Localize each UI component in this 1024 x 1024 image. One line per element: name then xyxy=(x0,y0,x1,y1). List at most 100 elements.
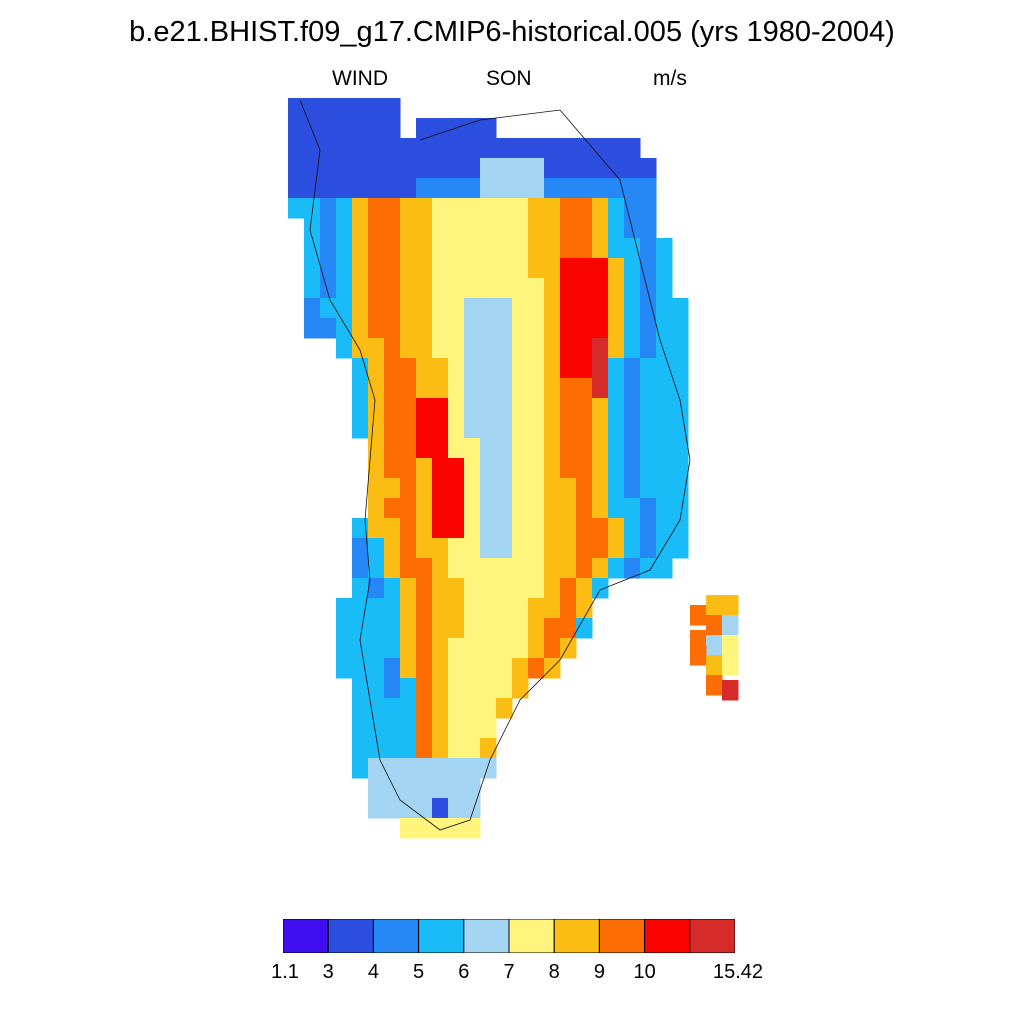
map-grid-cell xyxy=(432,598,449,619)
map-grid-cell xyxy=(432,718,449,739)
map-grid-cell xyxy=(416,758,433,779)
map-grid-cell xyxy=(496,178,513,199)
map-grid-cell xyxy=(592,398,609,419)
map-grid-cell xyxy=(528,178,545,199)
map-grid-cell xyxy=(512,558,529,579)
map-grid-cell xyxy=(528,618,545,639)
map-grid-cell xyxy=(512,518,529,539)
map-grid-cell xyxy=(288,138,305,159)
map-grid-cell xyxy=(368,238,385,259)
map-grid-cell xyxy=(352,598,369,619)
map-grid-cell xyxy=(448,218,465,239)
map-grid-cell xyxy=(464,518,481,539)
map-grid-cell xyxy=(624,478,641,499)
map-grid-cell xyxy=(448,138,465,159)
map-grid-cell xyxy=(304,98,321,119)
map-grid-cell xyxy=(722,595,739,616)
map-grid-cell xyxy=(400,698,417,719)
map-grid-cell xyxy=(416,278,433,299)
map-grid-cell xyxy=(656,358,673,379)
map-grid-cell xyxy=(400,578,417,599)
map-grid-cell xyxy=(384,518,401,539)
map-grid-cell xyxy=(368,658,385,679)
map-grid-cell xyxy=(384,718,401,739)
map-grid-cell xyxy=(656,318,673,339)
map-grid-cell xyxy=(400,338,417,359)
map-grid-cell xyxy=(512,438,529,459)
colorbar-tick-label: 8 xyxy=(548,961,560,983)
map-grid-cell xyxy=(416,178,433,199)
map-grid-cell xyxy=(560,598,577,619)
map-grid-cell xyxy=(560,278,577,299)
map-grid-cell xyxy=(416,138,433,159)
map-grid-cell xyxy=(496,258,513,279)
map-grid-cell xyxy=(576,158,593,179)
map-grid-cell xyxy=(560,498,577,519)
map-grid-cell xyxy=(368,398,385,419)
map-grid-cell xyxy=(448,438,465,459)
map-grid-cell xyxy=(592,498,609,519)
map-grid-cell xyxy=(512,578,529,599)
map-grid-cell xyxy=(656,238,673,259)
map-grid-cell xyxy=(496,498,513,519)
colorbar-tick-label: 6 xyxy=(458,961,470,983)
map-grid-cell xyxy=(608,338,625,359)
map-grid-cell xyxy=(352,318,369,339)
map-grid-cell xyxy=(672,398,689,419)
map-grid-cell xyxy=(352,658,369,679)
map-grid-cell xyxy=(544,218,561,239)
map-grid-cell xyxy=(384,478,401,499)
map-grid-cell xyxy=(432,238,449,259)
map-grid-cell xyxy=(640,558,657,579)
map-grid-cell xyxy=(624,178,641,199)
map-grid-cell xyxy=(672,298,689,319)
map-grid-cell xyxy=(416,198,433,219)
map-grid-cell xyxy=(672,458,689,479)
map-grid-cell xyxy=(480,478,497,499)
map-grid-cell xyxy=(464,278,481,299)
map-grid-cell xyxy=(304,258,321,279)
map-grid-cell xyxy=(448,478,465,499)
map-grid-cell xyxy=(496,138,513,159)
map-grid-cell xyxy=(352,98,369,119)
map-grid-cell xyxy=(672,418,689,439)
map-grid-cell xyxy=(608,558,625,579)
map-grid-cell xyxy=(400,358,417,379)
map-grid-cell xyxy=(608,258,625,279)
map-grid-cell xyxy=(400,458,417,479)
map-grid-cell xyxy=(400,478,417,499)
map-grid-cell xyxy=(464,258,481,279)
map-grid-cell xyxy=(368,358,385,379)
map-grid-cell xyxy=(448,518,465,539)
map-grid-cell xyxy=(608,398,625,419)
map-grid-cell xyxy=(576,598,593,619)
map-grid-cell xyxy=(432,258,449,279)
map-grid-cell xyxy=(464,478,481,499)
map-grid-cell xyxy=(480,438,497,459)
map-grid-cell xyxy=(640,378,657,399)
map-grid-cell xyxy=(448,778,465,799)
map-grid-cell xyxy=(624,498,641,519)
map-grid-cell xyxy=(576,418,593,439)
map-grid-cell xyxy=(496,638,513,659)
map-grid-cell xyxy=(368,278,385,299)
map-grid-cell xyxy=(432,278,449,299)
map-grid-cell xyxy=(384,398,401,419)
map-grid-cell xyxy=(336,158,353,179)
map-grid-cell xyxy=(352,138,369,159)
map-grid-cell xyxy=(464,138,481,159)
map-grid-cell xyxy=(368,218,385,239)
map-grid-cell xyxy=(432,778,449,799)
map-grid-cell xyxy=(464,618,481,639)
map-grid-cell xyxy=(336,178,353,199)
map-grid-cell xyxy=(560,158,577,179)
map-grid-cell xyxy=(384,298,401,319)
map-grid-cell xyxy=(624,558,641,579)
map-grid-cell xyxy=(432,318,449,339)
map-grid-cell xyxy=(432,198,449,219)
map-grid-cell xyxy=(656,398,673,419)
map-grid-cell xyxy=(528,298,545,319)
map-grid-cell xyxy=(464,318,481,339)
map-grid-cell xyxy=(624,458,641,479)
map-grid-cell xyxy=(512,678,529,699)
